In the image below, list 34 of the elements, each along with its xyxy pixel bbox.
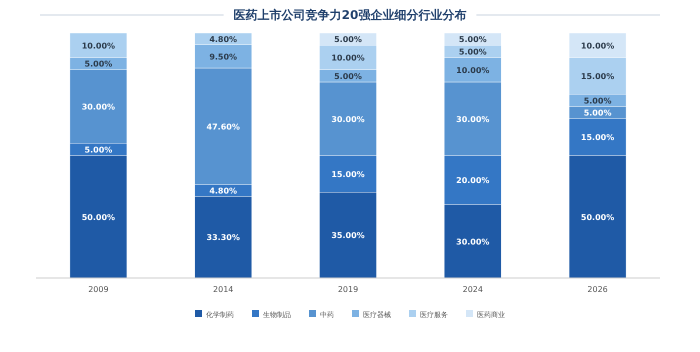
data-label: 5.00%: [84, 145, 112, 154]
data-label: 10.00%: [331, 54, 365, 62]
x-tick-label: 2019: [338, 285, 358, 294]
data-label: 5.00%: [334, 35, 362, 44]
data-label: 20.00%: [456, 176, 490, 185]
data-label: 5.00%: [458, 47, 487, 56]
data-label: 15.00%: [580, 72, 614, 81]
data-label: 5.00%: [584, 108, 612, 118]
data-label: 10.00%: [456, 66, 490, 75]
data-label: 9.50%: [209, 52, 238, 62]
x-tick-label: 2014: [213, 285, 234, 294]
data-label: 4.80%: [209, 186, 238, 196]
data-label: 33.30%: [206, 233, 240, 242]
data-label: 5.00%: [334, 72, 362, 81]
data-label: 50.00%: [82, 212, 116, 222]
data-label: 30.00%: [456, 237, 490, 246]
data-label: 30.00%: [331, 114, 365, 124]
data-label: 10.00%: [580, 41, 614, 50]
data-label: 35.00%: [331, 231, 365, 240]
x-tick-label: 2009: [88, 285, 109, 294]
data-label: 5.00%: [458, 35, 487, 44]
x-tick-label: 2024: [462, 285, 483, 294]
data-label: 4.80%: [209, 34, 238, 44]
data-label: 15.00%: [580, 133, 614, 142]
data-label: 50.00%: [580, 212, 614, 222]
data-label: 30.00%: [456, 114, 490, 124]
x-tick-label: 2026: [587, 285, 608, 294]
data-label: 5.00%: [84, 60, 112, 69]
data-label: 47.60%: [206, 122, 240, 132]
chart-title: 医药上市公司竞争力20强企业细分行业分布: [234, 8, 466, 22]
data-label: 5.00%: [584, 96, 612, 106]
data-label: 15.00%: [331, 170, 365, 179]
data-label: 30.00%: [82, 102, 116, 112]
data-label: 10.00%: [82, 41, 116, 50]
